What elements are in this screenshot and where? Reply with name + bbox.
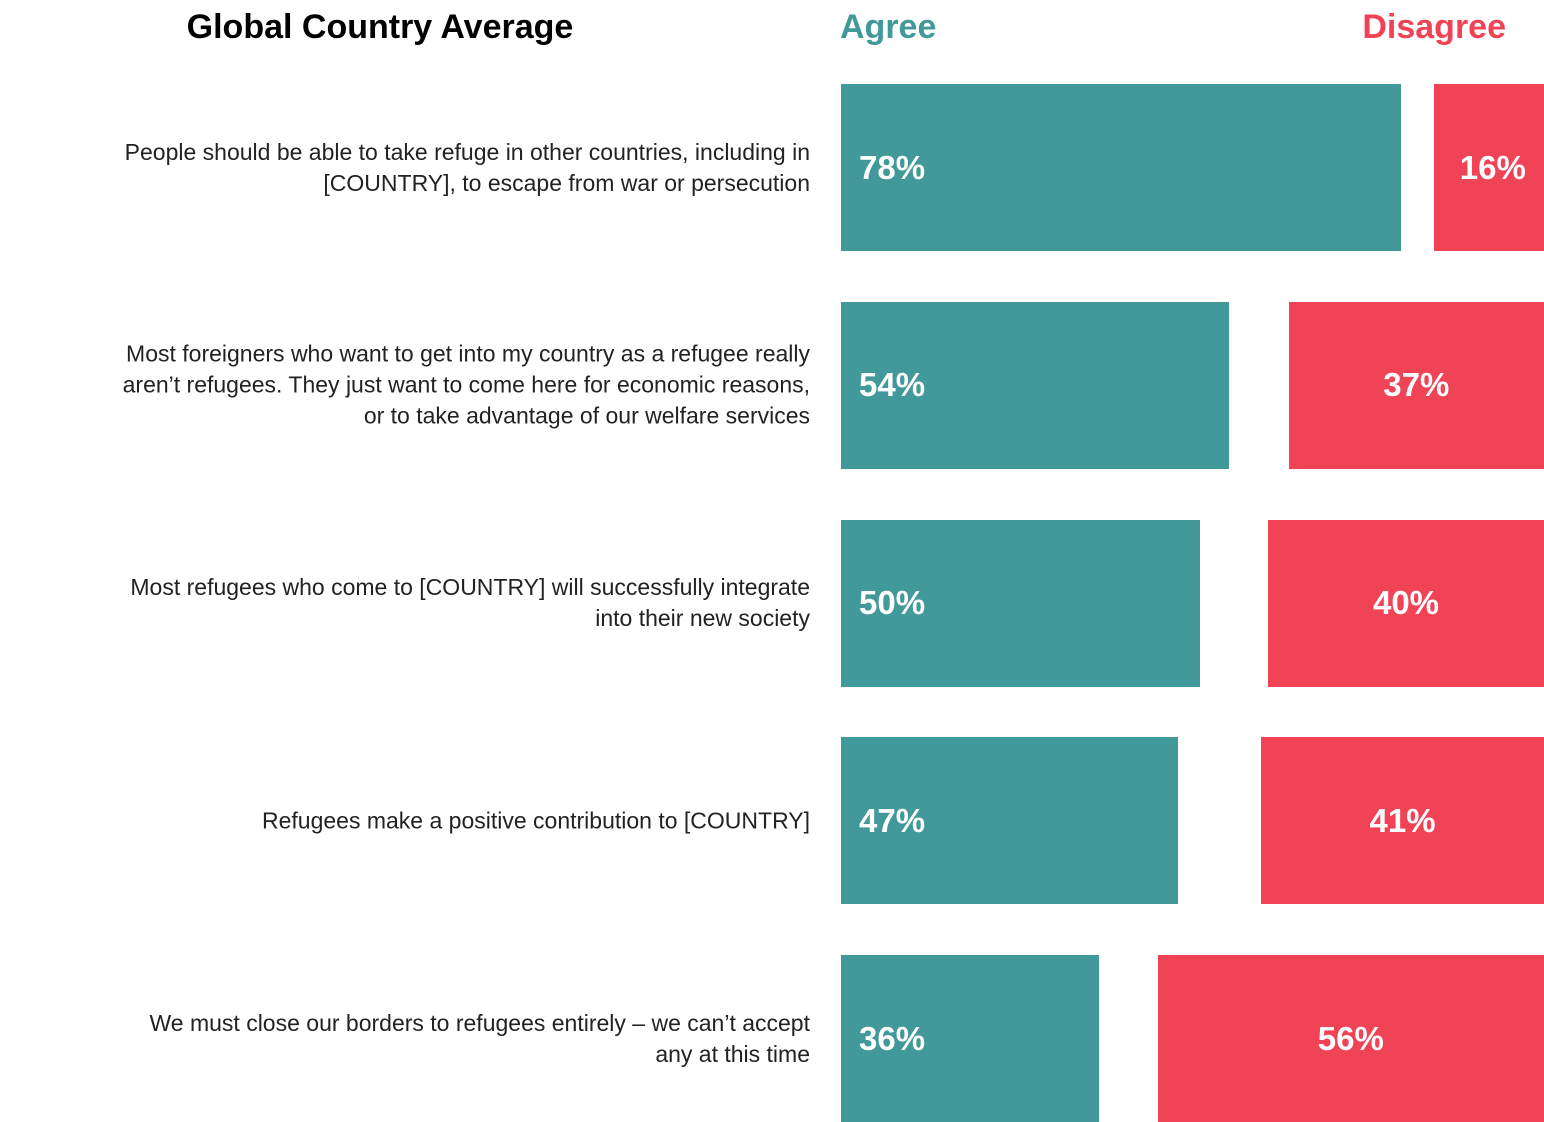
value-label: 78% [859,148,926,186]
value-label: 41% [1369,801,1436,839]
category-label: We must close our borders to refugees en… [149,1009,810,1067]
value-label: 40% [1372,584,1440,622]
bar [1268,519,1544,687]
category-label: Most refugees who come to [COUNTRY] will… [130,574,810,632]
value-label: 36% [859,1019,926,1057]
value-label: 54% [859,366,926,404]
value-label: 47% [859,801,926,839]
category-label: People should be able to take refuge in … [124,138,810,196]
value-label: 16% [1459,148,1526,186]
value-label: 56% [1317,1019,1384,1057]
bar [1261,737,1544,905]
bar [1433,84,1544,251]
bar [1157,955,1544,1122]
category-label: Most foreigners who want to get into my … [122,340,810,429]
chart-title: Global Country Average [186,8,574,46]
value-label: 50% [859,584,926,622]
bar [841,301,1229,469]
bar [841,955,1100,1122]
bar [841,737,1179,905]
bar [841,519,1200,687]
bar [1288,301,1544,469]
category-label: Refugees make a positive contribution to… [262,807,810,834]
bar [841,84,1402,251]
legend-agree: Agree [840,8,937,46]
legend-disagree: Disagree [1362,8,1506,46]
value-label: 37% [1383,366,1450,404]
